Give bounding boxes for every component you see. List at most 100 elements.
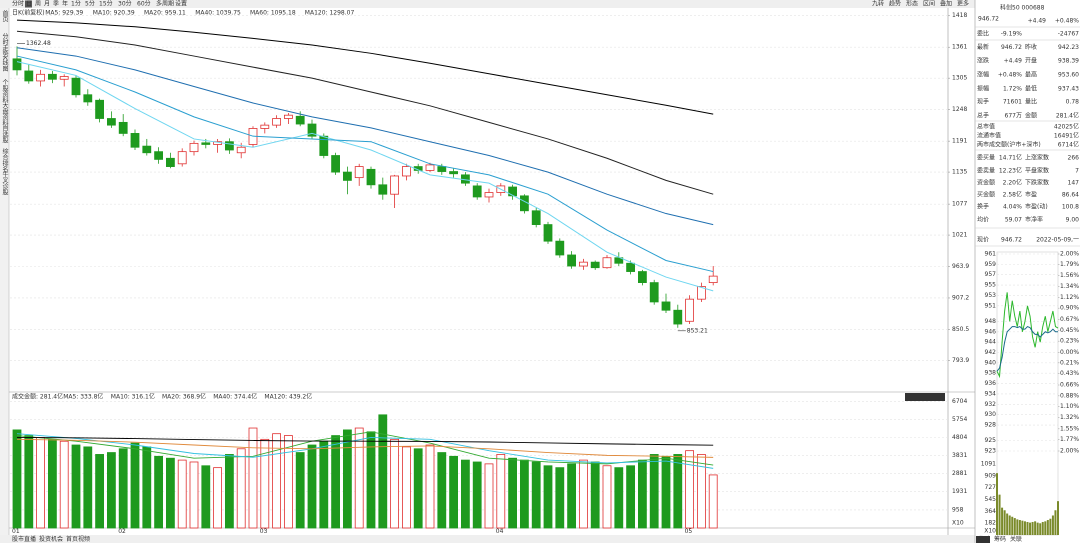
volume-bar [590,461,600,529]
sidebar-tab[interactable]: 首页 [1,9,8,23]
tool-button[interactable]: 趋势 [889,0,901,8]
tool-button[interactable]: 九转 [872,0,884,8]
volume-ma-line [16,438,714,458]
candle-body [484,192,494,198]
y2-tick-label: 0.90% [1060,305,1079,312]
intraday-line [996,325,1058,372]
tool-button[interactable]: 形态 [906,0,918,8]
period-button[interactable]: 分时 [12,0,24,8]
volume-bar [307,444,317,529]
quote-cell: 最低 [1025,85,1037,93]
y-tick-label: 963.9 [952,263,969,270]
quote-cell: 均价 [977,216,989,224]
stock-name: 科创50 000688 [1000,4,1045,12]
intraday-volume-bar [1041,521,1044,535]
quote-cell: 换手 [977,203,989,211]
intraday-volume-bar [996,473,998,535]
volume-bar [36,437,45,529]
volume-bar [83,446,93,529]
candle-body [95,99,104,119]
intraday-volume-bar [1018,520,1021,535]
bottom-tab[interactable]: 投资机会 [39,535,63,543]
candle-body [626,262,635,272]
candle-body [567,254,576,267]
period-button[interactable]: 5分 [85,0,95,8]
intraday-volume-bar [1013,518,1016,535]
volume-bar [118,448,128,529]
quote-cell: 942.23 [1058,44,1079,51]
volume-bar [496,454,506,529]
legend-entry: MA40: 374.4亿 [213,393,257,401]
y-tick-label: 4804 [952,434,967,441]
volume-tick-label: 1091 [981,460,996,467]
period-button[interactable]: 30分 [118,0,132,8]
intraday-volume-bar [1026,521,1029,535]
unit-label: X10 [952,520,964,527]
bottom-tab[interactable]: 首页视频 [66,535,90,543]
bottom-tab[interactable]: 股市直播 [12,535,36,543]
intraday-tab[interactable]: 分时 [978,535,990,543]
period-button[interactable]: 多周期 [156,0,174,8]
period-button[interactable]: 1分 [71,0,81,8]
volume-bar [472,461,482,529]
ma-line [16,55,714,273]
intraday-tab[interactable]: 关联 [1010,535,1022,543]
period-button[interactable]: 15分 [99,0,113,8]
period-button[interactable]: 日 [26,1,32,8]
y-tick-label: 1361 [952,44,967,51]
period-button[interactable]: 60分 [137,0,151,8]
volume-switch[interactable] [905,393,945,401]
candle-body [390,175,400,195]
ma-line [16,19,714,115]
volume-bar [638,459,647,529]
y2-tick-label: 1.10% [1060,403,1079,410]
volume-bar [401,446,411,529]
tool-button[interactable]: 区间 [923,0,935,8]
y-tick-label: 944 [985,339,997,346]
period-button[interactable]: 年 [62,0,68,8]
sidebar-tab[interactable]: 综合排名 [1,147,8,173]
period-button[interactable]: 月 [44,1,50,8]
sidebar-tab[interactable]: 牛叉诊股 [1,170,8,196]
quote-cell: 两市成交额(沪市+深市) [977,141,1041,149]
candle-body [472,185,482,198]
quote-cell: 266 [1068,155,1080,162]
period-button[interactable]: 周 [35,1,41,8]
volume-tick-label: 364 [985,508,997,515]
tool-button[interactable]: 更多 [957,0,969,8]
quote-cell: 937.43 [1058,86,1079,93]
y-tick-label: 793.9 [952,357,969,364]
sidebar-tab[interactable]: 自选股 [1,124,8,144]
candle-body [201,142,211,145]
quote-cell: 953.60 [1058,72,1079,79]
intraday-tab[interactable]: 筹码 [994,535,1006,543]
quote-cell: 现价 [977,237,989,244]
sidebar-tab[interactable]: K线图 [1,56,8,73]
sidebar-tab[interactable]: 分时走势 [1,32,8,58]
volume-bar [130,442,140,529]
legend-entry: MA10: 316.1亿 [111,393,155,401]
sidebar [0,8,9,535]
candle-body [189,142,199,153]
candle-body [449,171,459,175]
quote-cell: 7 [1075,168,1079,175]
volume-bar [354,427,364,529]
legend-entry: MA20: 368.9亿 [162,393,206,401]
volume-bar [425,444,435,529]
quote-cell: 流通市值 [977,132,1001,140]
y-tick-label: 2881 [952,470,967,477]
tool-button[interactable]: 叠加 [940,0,952,8]
candle-body [555,240,565,256]
volume-bar [48,438,57,529]
quote-cell: 总市值 [977,123,995,131]
intraday-volume-bar [1039,523,1042,535]
sidebar-tab[interactable]: 个股资料 [1,79,8,104]
period-button[interactable]: 设置 [175,0,187,8]
candle-body [71,77,81,96]
period-button[interactable]: 季 [53,0,59,8]
y-tick-label: 1418 [952,12,967,19]
candle-body [590,261,600,269]
sidebar-tab[interactable]: 大盘资料 [1,101,8,127]
candle-body [272,118,282,126]
volume-bar [649,454,659,529]
